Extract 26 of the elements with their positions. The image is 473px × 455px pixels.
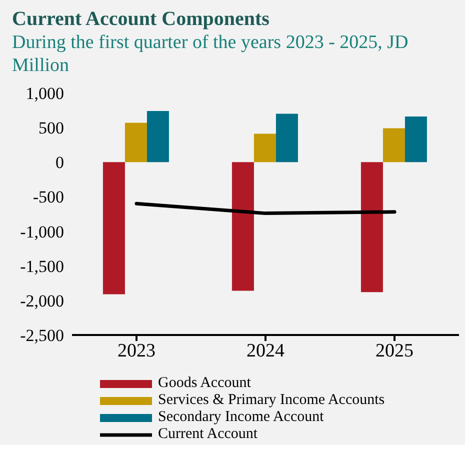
- bar: [146, 110, 169, 162]
- bar: [404, 116, 427, 162]
- bar: [124, 122, 147, 162]
- x-tick-label: 2025: [376, 340, 414, 362]
- y-tick-label: 1,000: [26, 84, 64, 104]
- chart-subtitle: During the first quarter of the years 2023 - 2025, JD Million: [12, 31, 410, 77]
- y-tick-label: 0: [56, 153, 64, 172]
- y-tick-label: -500: [32, 188, 64, 207]
- bar: [232, 162, 254, 291]
- chart-title: Current Account Components: [12, 8, 270, 31]
- bar: [102, 162, 125, 294]
- y-tick-label: 500: [38, 118, 64, 138]
- x-tick-label: 2024: [246, 340, 285, 362]
- legend-label: Services & Primary Income Accounts: [158, 392, 385, 409]
- y-tick-label: -1,500: [20, 256, 64, 276]
- x-tick-label: 2023: [118, 340, 156, 362]
- legend-label: Current Account: [158, 426, 258, 443]
- bar: [276, 114, 298, 162]
- y-tick-label: -1,000: [20, 222, 64, 242]
- bar: [382, 128, 405, 162]
- legend-label: Secondary Income Account: [158, 409, 324, 426]
- bar: [254, 134, 276, 162]
- y-tick-label: -2,000: [20, 291, 64, 310]
- legend-label: Goods Account: [158, 375, 251, 392]
- y-tick-label: -2,500: [20, 326, 64, 346]
- bar: [360, 162, 383, 292]
